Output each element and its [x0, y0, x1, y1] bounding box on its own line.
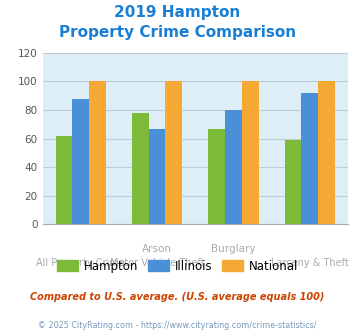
Text: Property Crime Comparison: Property Crime Comparison [59, 25, 296, 40]
Bar [208, 129, 225, 224]
Bar [89, 82, 106, 224]
Bar [72, 99, 89, 224]
Text: 2019 Hampton: 2019 Hampton [114, 5, 241, 20]
Legend: Hampton, Illinois, National: Hampton, Illinois, National [52, 255, 303, 278]
Bar [318, 82, 335, 224]
Bar [149, 129, 165, 224]
Text: Arson: Arson [142, 244, 172, 254]
Bar [242, 82, 258, 224]
Text: Motor Vehicle Theft: Motor Vehicle Theft [110, 258, 204, 268]
Text: Compared to U.S. average. (U.S. average equals 100): Compared to U.S. average. (U.S. average … [30, 292, 325, 302]
Bar [56, 136, 72, 224]
Bar [165, 82, 182, 224]
Text: Larceny & Theft: Larceny & Theft [271, 258, 349, 268]
Bar [285, 140, 301, 224]
Bar [301, 93, 318, 224]
Bar [132, 113, 149, 224]
Bar [225, 110, 242, 224]
Text: All Property Crime: All Property Crime [36, 258, 125, 268]
Text: Burglary: Burglary [211, 244, 256, 254]
Text: © 2025 CityRating.com - https://www.cityrating.com/crime-statistics/: © 2025 CityRating.com - https://www.city… [38, 321, 317, 330]
